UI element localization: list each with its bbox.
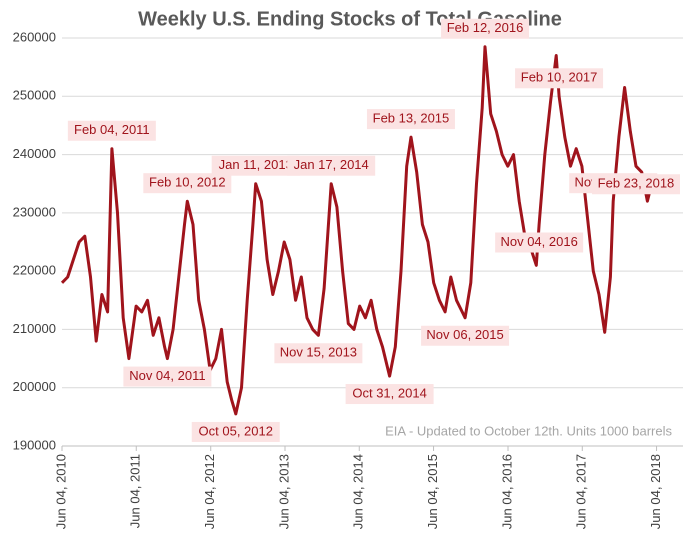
annotation-bg xyxy=(345,384,434,405)
x-tick-label: Jun 04, 2012 xyxy=(202,454,217,529)
y-tick-label: 200000 xyxy=(13,379,56,394)
x-tick-label: Jun 04, 2010 xyxy=(53,454,68,529)
annotation-bg xyxy=(211,155,300,176)
annotation-bg xyxy=(441,18,530,39)
annotation-bg xyxy=(287,155,376,176)
annotation: Feb 12, 2016 xyxy=(447,20,524,35)
annotation: Feb 04, 2011 xyxy=(74,122,150,137)
annotation: Feb 13, 2015 xyxy=(373,111,450,126)
annotation-bg xyxy=(591,174,680,195)
y-tick-label: 250000 xyxy=(13,88,56,103)
annotation: Oct 05, 2012 xyxy=(199,423,273,438)
annotation-bg xyxy=(421,325,510,346)
annotation-bg xyxy=(191,421,280,442)
note: EIA - Updated to October 12th. Units 100… xyxy=(385,423,672,438)
annotation-bg xyxy=(67,120,156,141)
annotation-bg xyxy=(123,366,212,387)
annotation: Feb 10, 2017 xyxy=(521,70,598,85)
y-tick-label: 230000 xyxy=(13,204,56,219)
y-tick-label: 260000 xyxy=(13,29,56,44)
x-tick-label: Jun 04, 2015 xyxy=(425,454,440,529)
x-tick-label: Jun 04, 2016 xyxy=(499,454,514,529)
series-line xyxy=(60,45,671,416)
annotation-bg xyxy=(274,343,363,364)
y-tick-label: 220000 xyxy=(13,263,56,278)
x-tick-label: Jun 04, 2014 xyxy=(351,454,366,529)
x-tick-label: Jun 04, 2018 xyxy=(648,454,663,529)
annotation-bg xyxy=(495,232,584,253)
annotation-bg xyxy=(143,173,232,194)
y-tick-label: 190000 xyxy=(13,437,56,452)
annotation: Oct 31, 2014 xyxy=(352,385,426,400)
y-tick-label: 210000 xyxy=(13,321,56,336)
annotation: Feb 23, 2018 xyxy=(598,176,675,191)
annotation: Nov 04, 2011 xyxy=(129,368,205,383)
y-tick-label: 240000 xyxy=(13,146,56,161)
annotation-bg xyxy=(366,109,455,130)
x-tick-label: Jun 04, 2011 xyxy=(128,454,143,528)
annotation: Jan 17, 2014 xyxy=(294,157,369,172)
x-tick-label: Jun 04, 2013 xyxy=(276,454,291,529)
annotation: Nov 06, 2015 xyxy=(426,327,503,342)
annotation: Feb 10, 2012 xyxy=(149,175,226,190)
annotation: Nov 15, 2013 xyxy=(280,345,357,360)
annotation: Jan 11, 2013 xyxy=(219,157,293,172)
x-tick-label: Jun 04, 2017 xyxy=(574,454,589,529)
annotation: Nov 04, 2016 xyxy=(500,234,577,249)
annotation-bg xyxy=(515,68,604,89)
